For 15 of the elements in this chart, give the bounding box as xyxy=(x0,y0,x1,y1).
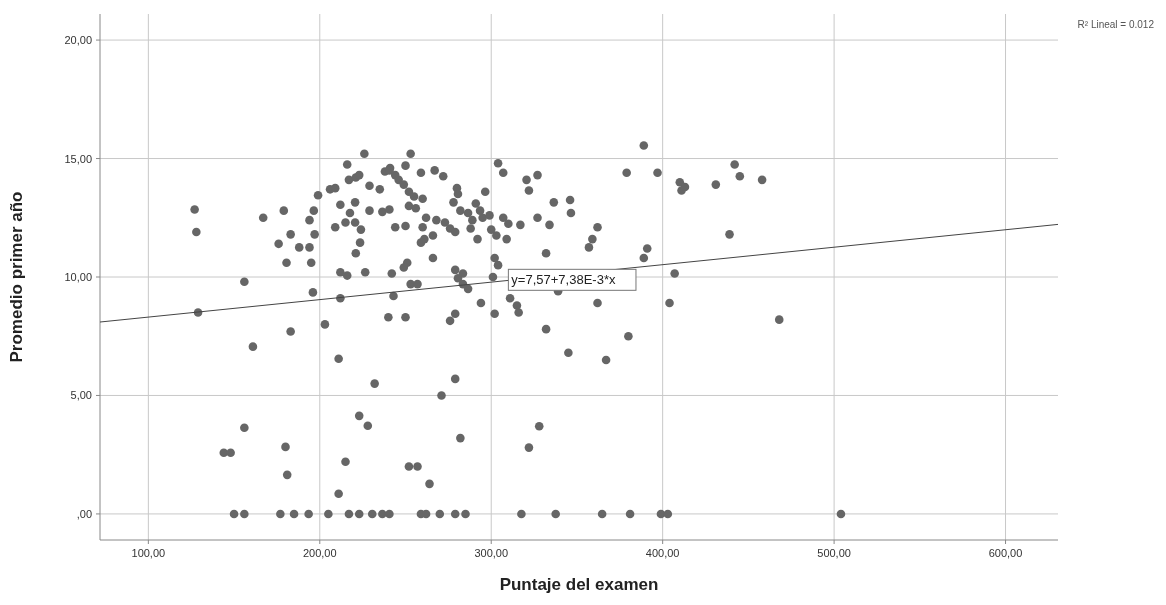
x-tick-label: 100,00 xyxy=(131,547,166,559)
x-tick-label: 400,00 xyxy=(645,547,680,559)
y-tick-label: 15,00 xyxy=(64,152,92,165)
y-tick-label: ,00 xyxy=(76,507,92,520)
x-tick-label: 200,00 xyxy=(302,547,337,559)
y-tick-label: 20,00 xyxy=(64,34,92,47)
x-tick-label: 600,00 xyxy=(988,547,1023,559)
x-tick-label: 500,00 xyxy=(817,547,851,559)
y-axis-title: Promedio primer año xyxy=(7,191,26,363)
y-tick-label: 5,00 xyxy=(70,389,92,402)
text: R² Lineal = 0.012 xyxy=(1077,19,1155,30)
annotation: y=7,57+7,38E-3*x xyxy=(511,272,616,288)
y-tick-label: 10,00 xyxy=(64,271,92,283)
x-axis-title: Puntaje del examen xyxy=(499,575,659,594)
x-tick-label: 300,00 xyxy=(474,547,509,559)
